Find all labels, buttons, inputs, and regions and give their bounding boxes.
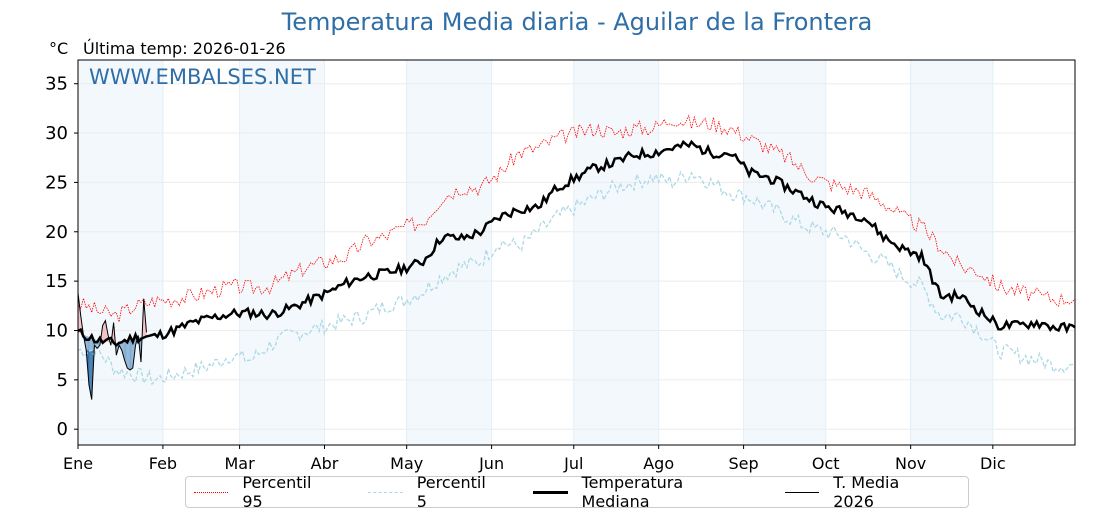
x-tick-label: Abr [311,454,339,473]
legend-item-p5: Percentil 5 [368,473,525,511]
x-tick-label: Jun [478,454,504,473]
month-band [744,60,826,445]
month-band [911,60,993,445]
y-tick-label: 15 [45,271,68,292]
chart-container: Temperatura Media diaria - Aguilar de la… [0,0,1120,500]
legend-label: Percentil 95 [242,473,332,511]
y-tick-label: 20 [45,222,68,243]
x-tick-label: Feb [149,454,177,473]
x-tick-label: Jul [563,454,583,473]
x-tick-label: Ago [643,454,674,473]
legend-label: T. Media 2026 [833,473,940,511]
y-tick-label: 35 [45,74,68,95]
month-band [407,60,492,445]
legend-item-2026: T. Media 2026 [785,473,968,511]
legend-label: Temperatura Mediana [582,473,749,511]
watermark: WWW.EMBALSES.NET [89,65,316,89]
x-tick-label: Sep [729,454,759,473]
x-tick-label: May [390,454,423,473]
month-band [240,60,325,445]
legend: Percentil 95 Percentil 5 Temperatura Med… [185,476,969,508]
y-tick-label: 25 [45,172,68,193]
y-tick-label: 0 [57,419,68,440]
y-tick-label: 30 [45,123,68,144]
x-tick-label: Dic [980,454,1006,473]
month-band [574,60,659,445]
legend-item-median: Temperatura Mediana [533,473,777,511]
y-tick-label: 10 [45,320,68,341]
plot-area: 0 5 10 15 20 25 30 35 Ene Feb Mar Abr May Jun Jul Ago Se… [0,0,1120,500]
x-tick-label: Ene [63,454,93,473]
legend-label: Percentil 5 [417,473,497,511]
x-tick-label: Mar [225,454,256,473]
x-tick-label: Nov [895,454,926,473]
legend-item-p95: Percentil 95 [194,473,360,511]
y-tick-label: 5 [57,370,68,391]
x-tick-label: Oct [812,454,840,473]
